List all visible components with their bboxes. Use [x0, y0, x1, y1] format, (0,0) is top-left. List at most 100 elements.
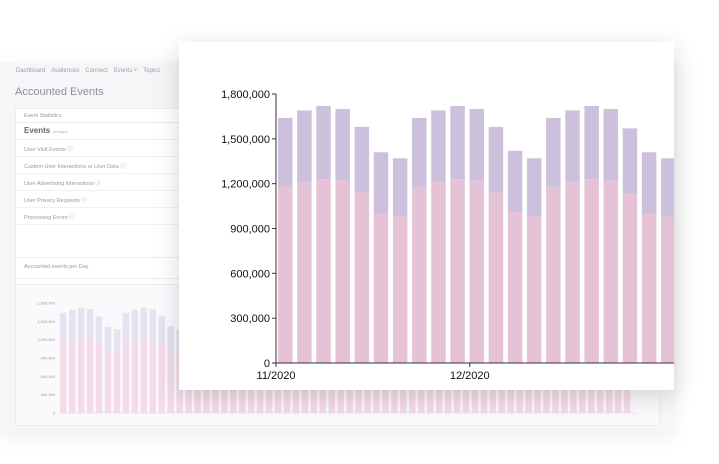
mini-y-tick-label: 1,500,000: [37, 319, 56, 324]
bar-segment-top[interactable]: [373, 152, 389, 214]
stat-row-user-visit[interactable]: User Visit Events ⓘ: [16, 140, 189, 157]
stat-row-privacy[interactable]: User Privacy Requests ⓘ: [16, 191, 189, 208]
zoomed-chart-card: 0 300,000 600,000 900,000 1,200,000 1,500,000…: [179, 42, 674, 390]
mini-bar-top: [131, 309, 139, 340]
mini-bar-top: [104, 326, 112, 352]
bar-segment-top[interactable]: [431, 110, 446, 183]
bar-segment-bottom[interactable]: [316, 179, 331, 363]
page-title: Accounted Events: [15, 86, 104, 98]
bar-segment-bottom[interactable]: [278, 186, 293, 363]
bar-segment-top[interactable]: [641, 152, 657, 214]
events-bar-chart: 0 300,000 600,000 900,000 1,200,000 1,500,000…: [221, 89, 674, 382]
y-tick-label: 1,800,000: [221, 89, 270, 101]
mini-bar-bottom: [140, 337, 148, 413]
mini-bar-bottom: [77, 337, 85, 413]
bar-segment-bottom[interactable]: [661, 216, 674, 363]
mini-y-tick-label: 300,000: [41, 392, 56, 397]
bar-segment-top[interactable]: [488, 126, 504, 193]
mini-bar-bottom: [149, 338, 156, 413]
bar-segment-bottom[interactable]: [354, 192, 370, 363]
mini-bar-top: [86, 309, 94, 339]
bar-segment-bottom[interactable]: [507, 212, 523, 363]
bar-segment-bottom[interactable]: [565, 182, 580, 363]
bar-segment-top[interactable]: [546, 117, 561, 187]
mini-bar-bottom: [95, 343, 103, 413]
events-note: (in days): [52, 129, 68, 134]
mini-y-tick-label: 1,800,000: [37, 301, 56, 306]
bar-segment-bottom[interactable]: [641, 213, 657, 363]
stat-row-processing-errors[interactable]: Processing Errors ⓘ: [16, 208, 189, 225]
bar-segment-top[interactable]: [584, 105, 599, 180]
nav-item-audiences[interactable]: Audiences: [51, 68, 80, 74]
mini-bar-bottom: [68, 339, 76, 413]
mini-bar-top: [122, 312, 130, 341]
y-tick-label: 600,000: [230, 268, 270, 280]
bar-segment-top[interactable]: [450, 105, 465, 180]
mini-bar-top: [77, 307, 85, 338]
mini-bar-top: [149, 309, 156, 339]
bar-segment-bottom[interactable]: [622, 194, 638, 363]
bar-segment-bottom[interactable]: [373, 213, 389, 363]
mini-bar-bottom: [60, 340, 67, 413]
bar-segment-bottom[interactable]: [412, 186, 427, 363]
y-tick-label: 1,200,000: [221, 179, 270, 191]
y-tick-label: 0: [264, 358, 270, 370]
x-tick-label: 11/2020: [257, 370, 296, 382]
event-statistics-header: Event Statistics: [16, 109, 189, 123]
stat-row-custom-interactions[interactable]: Custom User Interactions or User Data ⓘ: [16, 157, 189, 174]
events-label: Events: [24, 126, 51, 135]
bar-segment-top[interactable]: [335, 108, 350, 181]
bar-segment-bottom[interactable]: [526, 216, 542, 363]
bar-segment-top[interactable]: [661, 158, 674, 217]
bar-segment-top[interactable]: [565, 110, 580, 183]
bar-segment-top[interactable]: [526, 158, 542, 217]
nav-item-connect[interactable]: Connect: [85, 68, 108, 74]
bar-segment-bottom[interactable]: [603, 180, 619, 363]
mini-y-tick-label: 600,000: [41, 374, 56, 379]
bar-segment-top[interactable]: [603, 108, 619, 181]
bar-segment-top[interactable]: [469, 108, 485, 181]
bar-segment-top[interactable]: [622, 128, 638, 195]
mini-bar-top: [158, 316, 165, 344]
y-tick-label: 1,500,000: [221, 134, 270, 146]
mini-bar-top: [140, 307, 148, 338]
nav-item-events[interactable]: Events ˅: [113, 68, 138, 74]
mini-bar-top: [167, 326, 174, 352]
mini-bar-top: [113, 329, 121, 354]
bar-segment-bottom[interactable]: [546, 186, 561, 363]
bar-segment-top[interactable]: [297, 110, 312, 183]
bar-segment-top[interactable]: [507, 150, 523, 213]
y-tick-label: 900,000: [230, 224, 270, 236]
stat-row-advertising[interactable]: User Advertising Interactions ⓘ: [16, 174, 189, 191]
nav-item-topics[interactable]: Topics: [143, 68, 161, 74]
mini-bar-bottom: [131, 339, 139, 413]
bar-segment-bottom[interactable]: [392, 216, 408, 363]
bar-segment-bottom[interactable]: [584, 179, 599, 363]
bar-segment-bottom[interactable]: [469, 180, 485, 363]
mini-bar-bottom: [167, 351, 174, 413]
mini-y-tick-label: 900,000: [41, 356, 56, 361]
bar-segment-bottom[interactable]: [488, 192, 504, 363]
nav-item-dashboard[interactable]: Dashboard: [16, 68, 46, 74]
bar-segment-top[interactable]: [316, 105, 331, 180]
bar-segment-bottom[interactable]: [297, 182, 312, 363]
bar-segment-top[interactable]: [278, 117, 293, 187]
bar-segment-bottom[interactable]: [431, 182, 446, 363]
mini-bar-bottom: [113, 353, 121, 413]
mini-bar-top: [68, 309, 76, 340]
mini-bar-bottom: [158, 343, 165, 413]
bar-segment-bottom[interactable]: [335, 180, 350, 363]
mini-bar-top: [60, 312, 67, 341]
mini-y-tick-label: 0: [53, 411, 56, 416]
top-nav: Dashboard Audiences Connect Events ˅ Top…: [16, 68, 160, 74]
events-heading: Events (in days): [16, 123, 189, 140]
mini-y-tick-label: 1,200,000: [37, 337, 56, 342]
bar-segment-top[interactable]: [354, 126, 370, 193]
bar-segment-top[interactable]: [392, 158, 408, 217]
mini-bar-top: [95, 316, 103, 344]
mini-bar-bottom: [122, 340, 130, 413]
y-tick-label: 300,000: [230, 313, 270, 325]
bar-segment-top[interactable]: [412, 117, 427, 187]
mini-bar-bottom: [86, 338, 94, 413]
bar-segment-bottom[interactable]: [450, 179, 465, 363]
